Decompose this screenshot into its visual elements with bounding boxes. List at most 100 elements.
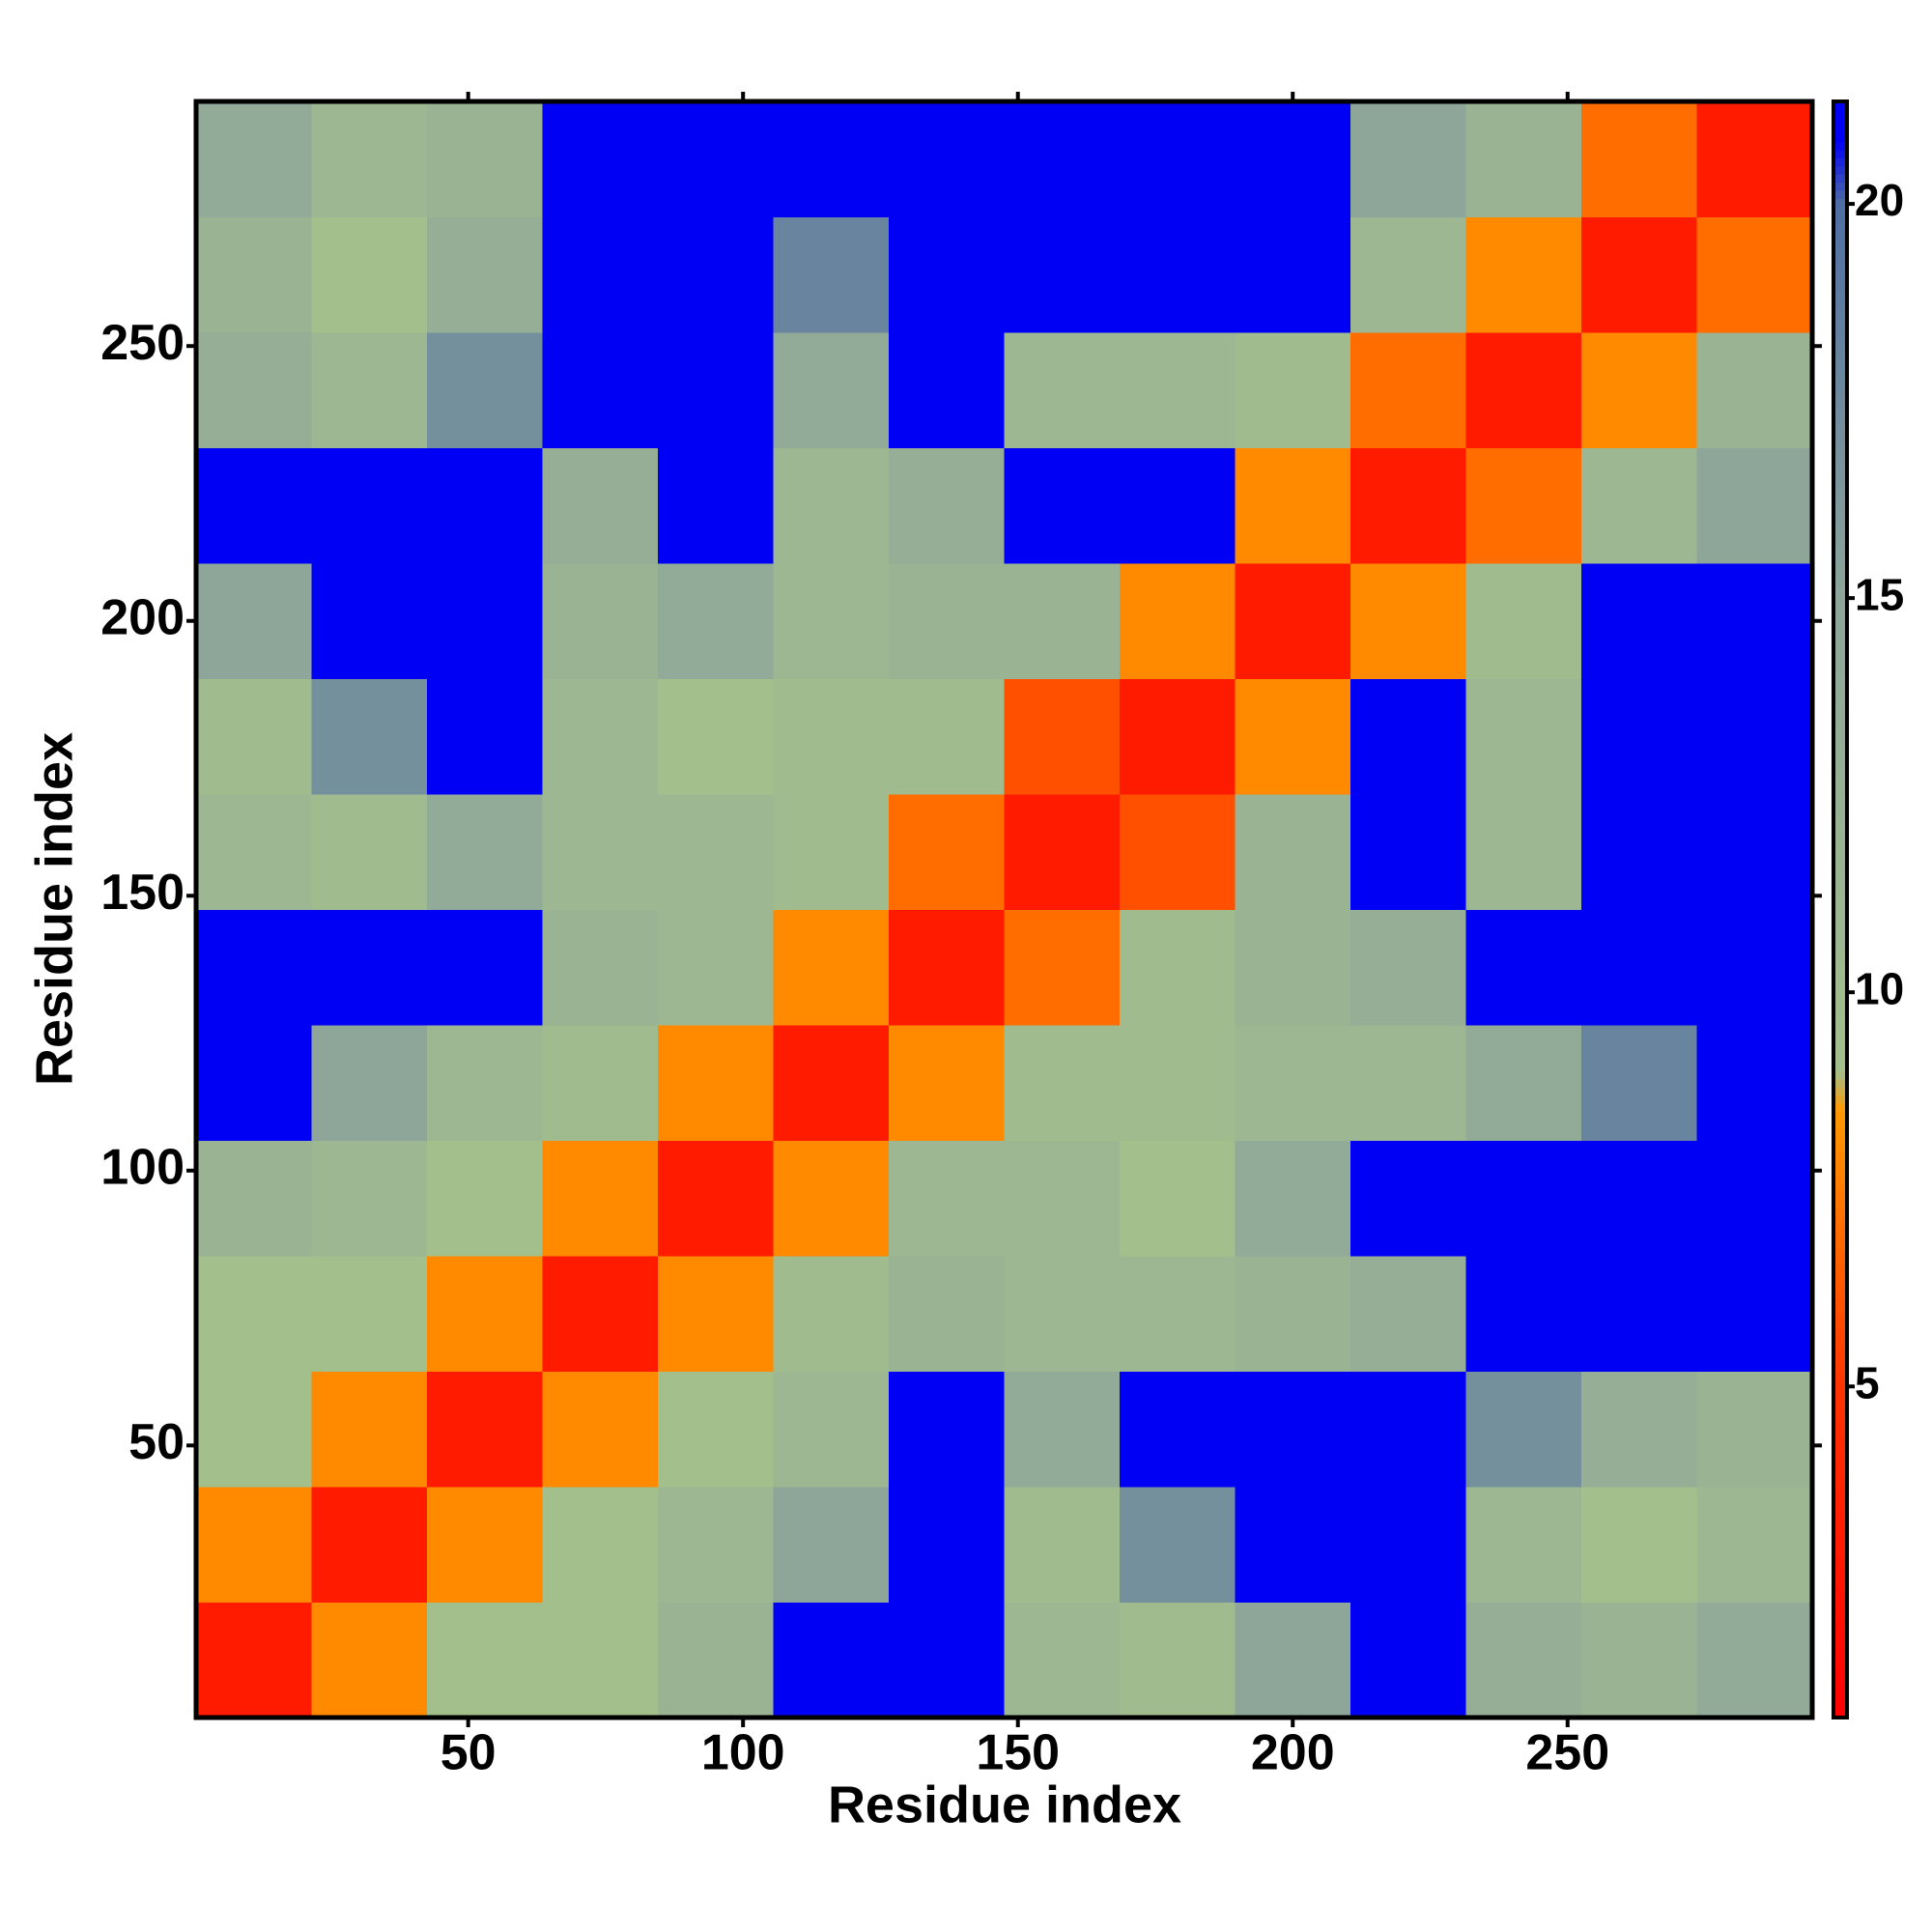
colorbar-segment <box>1833 157 1847 167</box>
heat-cell <box>773 794 890 910</box>
colorbar-segment <box>1833 1111 1847 1121</box>
heat-cell <box>1696 1256 1813 1372</box>
heat-cell <box>427 678 543 795</box>
colorbar-segment <box>1833 1305 1847 1315</box>
heat-cell <box>1465 678 1582 795</box>
colorbar-segment <box>1833 909 1847 919</box>
heat-cell <box>542 1140 659 1257</box>
colorbar-segment <box>1833 1087 1847 1096</box>
heat-cell <box>542 678 659 795</box>
heat-cell <box>773 1487 890 1603</box>
heat-cell <box>542 101 659 217</box>
heat-cell <box>658 101 774 217</box>
colorbar-segment <box>1833 376 1847 385</box>
y-tick-label: 250 <box>100 315 185 371</box>
heat-cell <box>311 909 428 1026</box>
x-tick-label: 250 <box>1525 1725 1609 1781</box>
colorbar-segment <box>1833 1006 1847 1015</box>
heat-cell <box>1581 1371 1697 1488</box>
colorbar-segment <box>1833 359 1847 369</box>
colorbar-segment <box>1833 1224 1847 1234</box>
colorbar-segment <box>1833 343 1847 353</box>
heat-cell <box>427 1487 543 1603</box>
colorbar-segment <box>1833 739 1847 749</box>
colorbar-segment <box>1833 1620 1847 1630</box>
colorbar-segment <box>1833 893 1847 902</box>
colorbar-segment <box>1833 1183 1847 1193</box>
colorbar-segment <box>1833 715 1847 724</box>
heat-cell <box>196 563 312 679</box>
colorbar-segment <box>1833 868 1847 878</box>
colorbar-segment <box>1833 174 1847 184</box>
heat-cell <box>1004 101 1121 217</box>
colorbar-segment <box>1833 263 1847 272</box>
heat-cell <box>196 1140 312 1257</box>
heat-cell <box>1465 794 1582 910</box>
y-tick-label: 150 <box>100 865 185 921</box>
heat-cell <box>1235 794 1351 910</box>
colorbar-segment <box>1833 1572 1847 1581</box>
colorbar-segment <box>1833 529 1847 539</box>
colorbar-segment <box>1833 392 1847 402</box>
heat-cell <box>1235 1025 1351 1141</box>
colorbar-segment <box>1833 1450 1847 1460</box>
colorbar-segment <box>1833 635 1847 643</box>
colorbar-segment <box>1833 198 1847 208</box>
colorbar-segment <box>1833 126 1847 134</box>
heat-cell <box>1004 1256 1121 1372</box>
colorbar-segment <box>1833 222 1847 232</box>
colorbar-segment <box>1833 150 1847 159</box>
heat-cell <box>1235 563 1351 679</box>
heat-cell <box>1004 216 1121 333</box>
heat-cell <box>1696 1487 1813 1603</box>
colorbar-segment <box>1833 546 1847 554</box>
heat-cell <box>1235 1371 1351 1488</box>
colorbar-segment <box>1833 950 1847 959</box>
heat-cell <box>1581 1487 1697 1603</box>
heat-cell <box>1004 1025 1121 1141</box>
colorbar-segment <box>1833 1144 1847 1152</box>
colorbar-segment <box>1833 1192 1847 1202</box>
heat-cell <box>889 794 1005 910</box>
heat-cell <box>889 216 1005 333</box>
colorbar-segment <box>1833 1297 1847 1306</box>
colorbar-segment <box>1833 335 1847 345</box>
heat-cell <box>1120 909 1236 1026</box>
colorbar-segment <box>1833 618 1847 628</box>
heat-cell <box>311 1602 428 1719</box>
heat-cell <box>1696 1602 1813 1719</box>
colorbar-segment <box>1833 1159 1847 1169</box>
colorbar-segment <box>1833 408 1847 417</box>
heat-cell <box>542 794 659 910</box>
colorbar-segment <box>1833 1435 1847 1444</box>
colorbar-segment <box>1833 1709 1847 1719</box>
heat-cell <box>773 101 890 217</box>
heat-cell <box>1004 1371 1121 1488</box>
colorbar-segment <box>1833 941 1847 951</box>
heat-cell <box>1696 332 1813 448</box>
colorbar-segment <box>1833 1014 1847 1024</box>
heat-cell <box>311 216 428 333</box>
heat-cell <box>1004 447 1121 564</box>
colorbar-segment <box>1833 820 1847 830</box>
colorbar-segment <box>1833 1692 1847 1702</box>
heat-cell <box>1581 1140 1697 1257</box>
colorbar-segment <box>1833 1094 1847 1104</box>
colorbar-segment <box>1833 861 1847 870</box>
heat-cell <box>196 1025 312 1141</box>
heat-cell <box>1465 909 1582 1026</box>
colorbar-segment <box>1833 505 1847 515</box>
colorbar-segment <box>1833 981 1847 991</box>
colorbar-segment <box>1833 1475 1847 1484</box>
heat-cell <box>1350 332 1466 448</box>
heat-cell <box>1120 1140 1236 1257</box>
y-tick-label: 100 <box>100 1140 185 1196</box>
colorbar-segment <box>1833 1038 1847 1048</box>
heat-cell <box>1696 1025 1813 1141</box>
heat-cell <box>427 1256 543 1372</box>
heat-cell <box>196 1256 312 1372</box>
heat-cell <box>1235 101 1351 217</box>
heat-cell <box>1696 678 1813 795</box>
heat-cell <box>658 794 774 910</box>
colorbar-segment <box>1833 133 1847 143</box>
